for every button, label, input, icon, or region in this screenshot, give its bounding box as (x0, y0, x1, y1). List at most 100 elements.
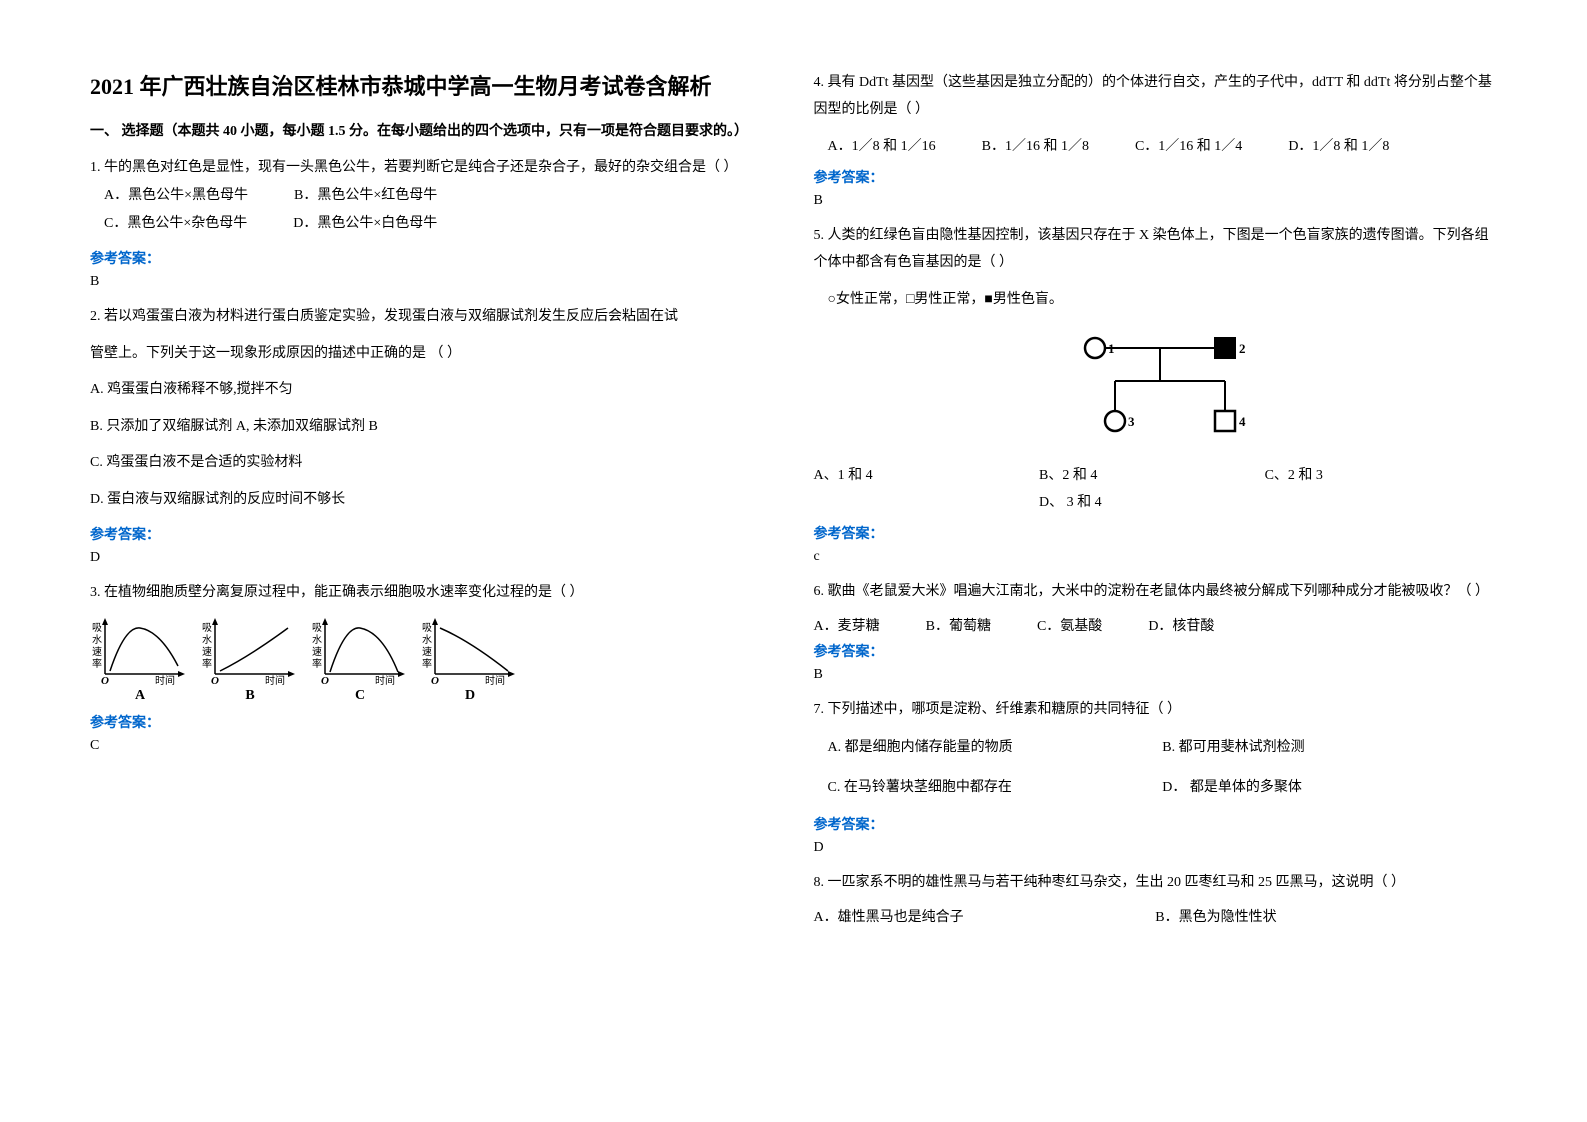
q2-optA: A. 鸡蛋蛋白液稀释不够,搅拌不匀 (90, 377, 774, 404)
svg-text:速: 速 (202, 646, 212, 658)
q1-options: A．黑色公牛×黑色母牛 B．黑色公牛×红色母牛 C．黑色公牛×杂色母牛 D．黑色… (104, 182, 774, 238)
q1-optD: D．黑色公牛×白色母牛 (293, 210, 437, 238)
chart-label-D: D (420, 688, 520, 704)
q2-optC: C. 鸡蛋蛋白液不是合适的实验材料 (90, 450, 774, 477)
svg-text:水: 水 (202, 634, 212, 646)
q4-answer: B (814, 193, 1498, 209)
q6-stem: 6. 歌曲《老鼠爱大米》唱遍大江南北，大米中的淀粉在老鼠体内最终被分解成下列哪种… (814, 579, 1498, 606)
q7-answer: D (814, 840, 1498, 856)
answer-label: 参考答案： (90, 712, 774, 732)
svg-text:吸: 吸 (422, 623, 432, 634)
svg-text:速: 速 (312, 646, 322, 658)
q6-answer: B (814, 667, 1498, 683)
q1-optC: C．黑色公牛×杂色母牛 (104, 210, 247, 238)
q5-optB: B、2 和 4 (1039, 463, 1265, 490)
q6-optB: B．葡萄糖 (926, 615, 991, 635)
q3-stem: 3. 在植物细胞质壁分离复原过程中，能正确表示细胞吸水速率变化过程的是（ ） (90, 580, 774, 607)
q5-optD: D、 3 和 4 (1039, 490, 1265, 517)
q5-legend: ○女性正常，□男性正常，■男性色盲。 (828, 286, 1498, 314)
q8-optA: A．雄性黑马也是纯合子 (814, 906, 1156, 926)
q3-answer: C (90, 738, 774, 754)
pedigree-node-4 (1215, 411, 1235, 431)
xlabel: 时间 (155, 674, 175, 686)
q6-optA: A．麦芽糖 (814, 615, 880, 635)
question-1: 1. 牛的黑色对红色是显性，现有一头黑色公牛，若要判断它是纯合子还是杂合子，最好… (90, 155, 774, 238)
svg-text:速: 速 (422, 646, 432, 658)
svg-text:时间: 时间 (265, 674, 285, 686)
chart-B: 吸 水 速 率 O 时间 (200, 616, 300, 686)
pedigree-node-3 (1105, 411, 1125, 431)
left-column: 2021 年广西壮族自治区桂林市恭城中学高一生物月考试卷含解析 一、 选择题（本… (90, 70, 774, 1052)
q8-stem: 8. 一匹家系不明的雄性黑马与若干纯种枣红马杂交，生出 20 匹枣红马和 25 … (814, 870, 1498, 897)
q4-options: A．1／8 和 1／16 B．1／16 和 1／8 C．1／16 和 1／4 D… (828, 133, 1498, 161)
chart-D: 吸 水 速 率 O 时间 (420, 616, 520, 686)
chart-label-A: A (90, 688, 190, 704)
chart-C: 吸 水 速 率 O 时间 (310, 616, 410, 686)
svg-text:水: 水 (92, 634, 102, 646)
q5-optC: C、2 和 3 (1265, 463, 1491, 490)
svg-text:吸: 吸 (312, 623, 322, 634)
answer-label: 参考答案： (814, 814, 1498, 834)
chart-A: 吸 水 速 率 O 时间 (90, 616, 190, 686)
q6-optD: D．核苷酸 (1148, 615, 1214, 635)
q6-optC: C．氨基酸 (1037, 615, 1102, 635)
right-column: 4. 具有 DdTt 基因型（这些基因是独立分配的）的个体进行自交，产生的子代中… (814, 70, 1498, 1052)
pedigree-node-2 (1215, 338, 1235, 358)
svg-text:率: 率 (92, 657, 102, 670)
svg-text:O: O (431, 675, 439, 686)
svg-text:时间: 时间 (485, 674, 505, 686)
svg-text:率: 率 (202, 657, 212, 670)
svg-text:率: 率 (422, 657, 432, 670)
svg-text:O: O (101, 675, 109, 686)
answer-label: 参考答案： (814, 641, 1498, 661)
q7-optC: C. 在马铃薯块茎细胞中都存在 (828, 774, 1163, 802)
q5-stem: 5. 人类的红绿色盲由隐性基因控制，该基因只存在于 X 染色体上，下图是一个色盲… (814, 223, 1498, 276)
pedigree-node-1 (1085, 338, 1105, 358)
svg-text:O: O (211, 675, 219, 686)
chart-label-C: C (310, 688, 410, 704)
pedigree-label-4: 4 (1239, 414, 1246, 429)
section-heading: 一、 选择题（本题共 40 小题，每小题 1.5 分。在每小题给出的四个选项中，… (90, 121, 774, 143)
svg-text:速: 速 (92, 646, 102, 658)
q4-stem: 4. 具有 DdTt 基因型（这些基因是独立分配的）的个体进行自交，产生的子代中… (814, 70, 1498, 123)
q8-optB: B．黑色为隐性性状 (1155, 906, 1497, 926)
pedigree-diagram: 1 2 3 4 (814, 326, 1498, 451)
answer-label: 参考答案： (814, 523, 1498, 543)
q6-options: A．麦芽糖 B．葡萄糖 C．氨基酸 D．核苷酸 (814, 615, 1498, 635)
q4-optA: A．1／8 和 1／16 (828, 133, 936, 161)
q5-answer: c (814, 549, 1498, 565)
q3-charts: 吸 水 速 率 O 时间 吸 水 速 率 O 时间 (90, 616, 774, 704)
q1-answer: B (90, 274, 774, 290)
exam-title: 2021 年广西壮族自治区桂林市恭城中学高一生物月考试卷含解析 (90, 70, 774, 103)
q2-stem: 2. 若以鸡蛋蛋白液为材料进行蛋白质鉴定实验，发现蛋白液与双缩脲试剂发生反应后会… (90, 304, 774, 331)
q4-optD: D．1／8 和 1／8 (1288, 133, 1389, 161)
svg-text:O: O (321, 675, 329, 686)
q4-optB: B．1／16 和 1／8 (982, 133, 1089, 161)
q1-optA: A．黑色公牛×黑色母牛 (104, 182, 248, 210)
answer-label: 参考答案： (814, 167, 1498, 187)
svg-text:水: 水 (422, 634, 432, 646)
svg-text:吸: 吸 (202, 623, 212, 634)
q7-optA: A. 都是细胞内储存能量的物质 (828, 734, 1163, 762)
q5-optA: A、1 和 4 (814, 463, 1040, 490)
chart-label-B: B (200, 688, 300, 704)
q7-stem: 7. 下列描述中，哪项是淀粉、纤维素和糖原的共同特征（ ） (814, 697, 1498, 724)
q4-optC: C．1／16 和 1／4 (1135, 133, 1242, 161)
svg-text:时间: 时间 (375, 674, 395, 686)
answer-label: 参考答案： (90, 524, 774, 544)
q5-options: A、1 和 4 B、2 和 4 C、2 和 3 D、 3 和 4 (814, 463, 1498, 516)
answer-label: 参考答案： (90, 248, 774, 268)
svg-text:水: 水 (312, 634, 322, 646)
pedigree-label-3: 3 (1128, 414, 1135, 429)
q7-options: A. 都是细胞内储存能量的物质 B. 都可用斐林试剂检测 (828, 734, 1498, 762)
ylabel: 吸 (92, 623, 102, 634)
q2-optB: B. 只添加了双缩脲试剂 A, 未添加双缩脲试剂 B (90, 414, 774, 441)
q7-optB: B. 都可用斐林试剂检测 (1162, 734, 1497, 762)
q1-stem: 1. 牛的黑色对红色是显性，现有一头黑色公牛，若要判断它是纯合子还是杂合子，最好… (90, 155, 774, 182)
q7-optD: D． 都是单体的多聚体 (1162, 774, 1497, 802)
q1-optB: B．黑色公牛×红色母牛 (294, 182, 437, 210)
q2-answer: D (90, 550, 774, 566)
svg-text:率: 率 (312, 657, 322, 670)
q8-options: A．雄性黑马也是纯合子 B．黑色为隐性性状 (814, 906, 1498, 926)
pedigree-label-2: 2 (1239, 341, 1246, 356)
